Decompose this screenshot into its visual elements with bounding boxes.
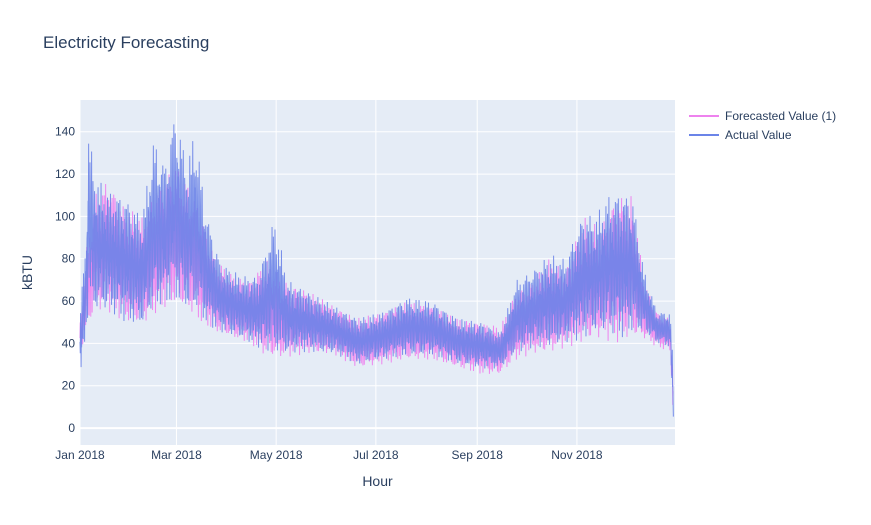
legend-label-actual: Actual Value xyxy=(725,127,792,142)
y-tick-label: 40 xyxy=(62,336,76,350)
legend: Forecasted Value (1) Actual Value xyxy=(689,106,836,144)
legend-item-forecasted[interactable]: Forecasted Value (1) xyxy=(689,106,836,125)
x-tick-label: Nov 2018 xyxy=(551,448,603,462)
gridlines xyxy=(79,100,675,445)
legend-swatch-forecasted xyxy=(689,114,719,117)
series-line-actual xyxy=(79,124,674,417)
y-tick-label: 60 xyxy=(62,294,76,308)
series-group xyxy=(79,124,674,417)
x-tick-label: May 2018 xyxy=(250,448,303,462)
legend-swatch-actual xyxy=(689,133,719,136)
chart-title: Electricity Forecasting xyxy=(43,33,210,52)
x-tick-label: Sep 2018 xyxy=(452,448,504,462)
x-tick-label: Mar 2018 xyxy=(151,448,202,462)
x-tick-label: Jan 2018 xyxy=(55,448,105,462)
y-axis-label: kBTU xyxy=(19,255,35,290)
y-tick-label: 120 xyxy=(55,167,75,181)
x-axis-ticks: Jan 2018 Mar 2018 May 2018 Jul 2018 Sep 2018… xyxy=(55,448,603,462)
y-axis-ticks: 0 20 40 60 80 100 120 140 xyxy=(55,125,75,435)
y-tick-label: 100 xyxy=(55,209,75,223)
legend-item-actual[interactable]: Actual Value xyxy=(689,125,836,144)
x-tick-label: Jul 2018 xyxy=(353,448,399,462)
x-axis-label: Hour xyxy=(362,473,393,489)
legend-label-forecasted: Forecasted Value (1) xyxy=(725,108,837,123)
y-tick-label: 140 xyxy=(55,125,75,139)
y-tick-label: 80 xyxy=(62,252,76,266)
y-tick-label: 0 xyxy=(68,421,75,435)
y-tick-label: 20 xyxy=(62,379,76,393)
